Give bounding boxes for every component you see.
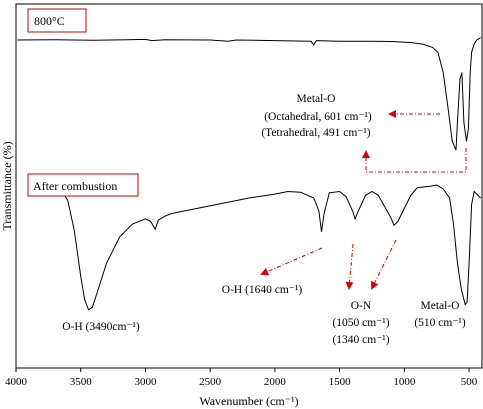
x-axis-ticks bbox=[15, 368, 470, 372]
oh-3490-label: O-H (3490cm⁻¹) bbox=[62, 321, 140, 333]
arrow-on-1050 bbox=[371, 239, 397, 290]
series-800c-label: 800°C bbox=[34, 14, 65, 28]
x-axis-label: Wavenumber (cm⁻¹) bbox=[199, 394, 298, 408]
series-800c-line bbox=[17, 37, 481, 151]
on-1340-label: (1340 cm⁻¹) bbox=[332, 334, 389, 346]
arrow-oh-1640 bbox=[260, 247, 323, 276]
x-tick-label-500: 500 bbox=[461, 376, 478, 388]
x-tick-label-3000: 3000 bbox=[134, 376, 157, 388]
metal-o-bottom-label: Metal-O bbox=[421, 300, 460, 312]
on-label: O-N bbox=[351, 300, 372, 312]
x-axis-tick-labels: 4000 3500 3000 2500 2000 1500 1000 500 bbox=[5, 376, 478, 388]
metal-o-top-label: Metal-O bbox=[297, 93, 336, 105]
series-after-combustion-line bbox=[55, 184, 482, 311]
octahedral-label: (Octahedral, 601 cm⁻¹) bbox=[264, 111, 372, 123]
x-tick-label-1000: 1000 bbox=[393, 376, 416, 388]
x-tick-label-3500: 3500 bbox=[70, 376, 93, 388]
x-tick-label-4000: 4000 bbox=[5, 376, 28, 388]
plot-frame bbox=[15, 3, 483, 369]
y-axis-label: Transmittance (%) bbox=[0, 141, 14, 230]
x-tick-label-2500: 2500 bbox=[199, 376, 222, 388]
oh-1640-label: O-H (1640 cm⁻¹) bbox=[222, 284, 303, 296]
mo-510-label: (510 cm⁻¹) bbox=[414, 317, 466, 329]
on-1050-label: (1050 cm⁻¹) bbox=[332, 317, 389, 329]
x-tick-label-2000: 2000 bbox=[264, 376, 287, 388]
tetrahedral-label: (Tetrahedral, 491 cm⁻¹) bbox=[261, 127, 370, 139]
arrow-tetrahedral bbox=[362, 148, 467, 173]
series-after-combustion-label: After combustion bbox=[33, 179, 117, 193]
series-after-combustion-box bbox=[27, 173, 139, 197]
arrow-on-1340 bbox=[345, 243, 354, 290]
series-800c-box bbox=[27, 8, 87, 33]
x-tick-label-1500: 1500 bbox=[329, 376, 352, 388]
